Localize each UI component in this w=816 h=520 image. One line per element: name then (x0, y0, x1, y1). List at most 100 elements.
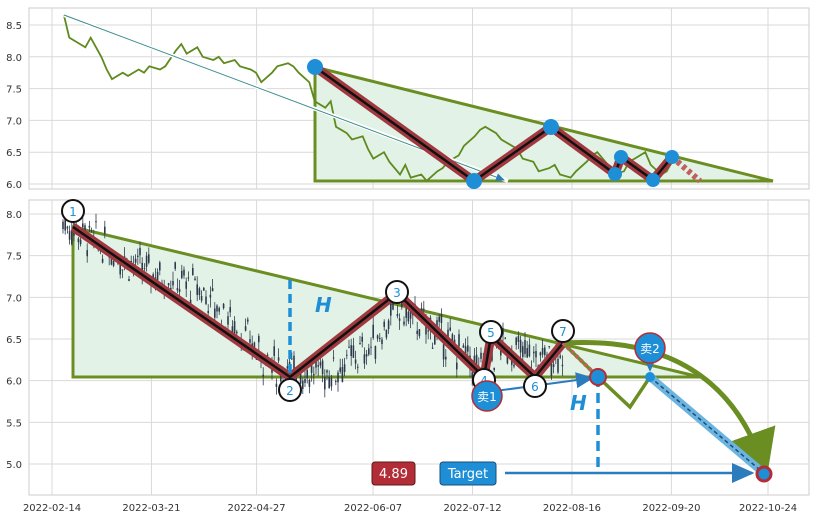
candle-body (458, 334, 460, 347)
candle-body (137, 255, 139, 258)
svg-text:2: 2 (286, 384, 294, 398)
candle-body (64, 217, 66, 231)
candle-body (216, 305, 218, 312)
candle-body (533, 351, 535, 354)
candle-body (343, 364, 346, 372)
candle-body (374, 345, 377, 359)
candle-body (326, 370, 328, 373)
candle-body (119, 264, 121, 275)
candle-body (247, 319, 249, 322)
candle-body (396, 314, 399, 317)
point-label-3: 3 (385, 280, 409, 304)
candle-body (464, 346, 467, 356)
top-projection (670, 154, 702, 184)
target-value-box: 4.89 (371, 461, 416, 486)
candle-body (475, 354, 478, 366)
candle-body (398, 318, 401, 321)
candle-body (541, 347, 544, 355)
candle-body (339, 367, 341, 372)
point-label-7: 7 (551, 319, 575, 343)
candle-body (196, 284, 198, 295)
candle-body (390, 303, 392, 316)
candle-body (409, 308, 412, 319)
candle-body (522, 346, 524, 357)
svg-text:3: 3 (393, 286, 401, 300)
svg-text:1: 1 (69, 205, 77, 219)
top-y-tick-labels: 6.0 6.5 7.0 7.5 8.0 8.5 (6, 21, 22, 191)
top-marker (665, 150, 679, 164)
candle-body (407, 311, 410, 322)
candle-body (328, 376, 330, 389)
sell-arrow (649, 376, 761, 471)
candle-body (500, 348, 502, 356)
candle-body (524, 340, 526, 354)
top-price-line (63, 15, 673, 183)
candle-body (88, 225, 91, 228)
candle-body (471, 372, 473, 377)
candle-body (174, 262, 176, 269)
candle-body (214, 308, 216, 318)
candle-body (442, 344, 445, 360)
candle-body (209, 294, 212, 298)
candle-body (299, 373, 302, 384)
candle-body (84, 225, 86, 234)
candle-body (167, 283, 170, 286)
top-marker (466, 173, 482, 189)
bottom-y-tick-label: 7.5 (6, 252, 22, 263)
candle-body (181, 270, 183, 278)
candle-body (143, 268, 146, 270)
candle-body (128, 279, 130, 281)
candle-body (313, 373, 315, 376)
candle-body (236, 331, 238, 334)
point-label-1: 1 (61, 199, 85, 223)
x-tick-label: 2022-04-27 (228, 503, 286, 514)
sell2-point (645, 372, 655, 382)
svg-text:6: 6 (531, 380, 539, 394)
bottom-y-tick-label: 5.0 (6, 460, 22, 471)
candle-body (359, 342, 361, 344)
candle-body (95, 221, 97, 223)
candle-body (306, 370, 308, 379)
candle-body (176, 288, 179, 291)
candle-body (229, 307, 231, 313)
candle-body (379, 337, 381, 340)
candle-body (473, 355, 476, 363)
point-label-2: 2 (278, 378, 302, 402)
candle-body (462, 345, 465, 348)
candle-body (218, 307, 220, 312)
sell1-badge: 卖1 (471, 380, 503, 412)
candle-body (198, 288, 201, 296)
candle-body (134, 258, 137, 263)
candle-body (449, 327, 451, 331)
candle-body (372, 324, 374, 339)
x-tick-label: 2022-06-07 (344, 503, 402, 514)
candle-body (321, 360, 324, 375)
candle-body (79, 239, 82, 245)
candle-body (192, 268, 194, 275)
candle-body (515, 337, 517, 346)
candle-body (77, 238, 80, 243)
candle-body (368, 348, 370, 355)
candle-body (227, 316, 229, 325)
candle-body (145, 255, 148, 267)
candle-body (159, 262, 161, 271)
svg-text:卖1: 卖1 (477, 390, 497, 404)
candle-body (310, 363, 313, 373)
candle-body (291, 358, 293, 360)
bottom-y-tick-label: 8.0 (6, 210, 22, 221)
candle-body (86, 250, 88, 257)
candle-body (341, 367, 344, 382)
candle-body (82, 223, 84, 228)
top-marker (614, 150, 628, 164)
candle-body (526, 348, 528, 358)
candle-body (346, 354, 348, 356)
candle-body (156, 271, 159, 283)
candle-body (392, 299, 394, 310)
x-tick-label: 2022-09-20 (642, 503, 700, 514)
candle-body (319, 362, 322, 366)
candle-body (557, 358, 559, 373)
top-marker (307, 59, 323, 75)
candle-body (517, 336, 520, 342)
candle-body (418, 329, 421, 336)
projection-dash (561, 341, 600, 379)
